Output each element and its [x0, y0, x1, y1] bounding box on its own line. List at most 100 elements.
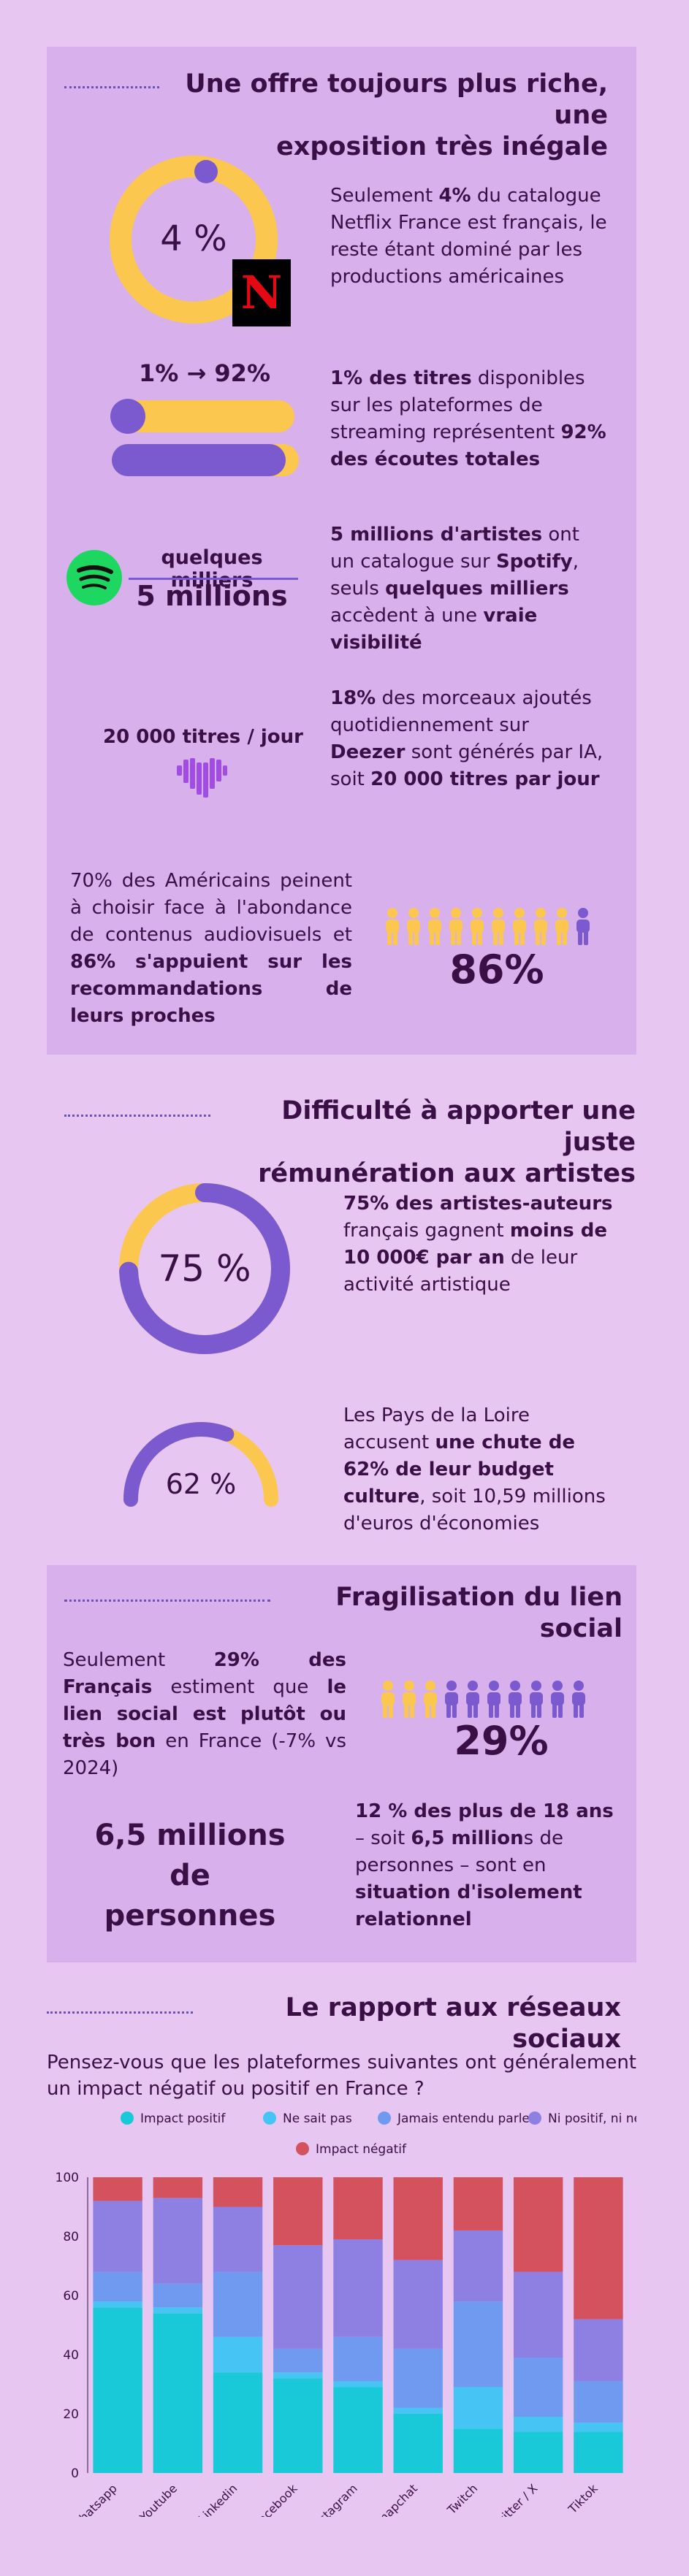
titles-stat-text: 1% des titres disponibles sur les platef… — [330, 367, 606, 470]
titles-bar-small-fill — [110, 399, 145, 434]
legend-swatch — [263, 2111, 276, 2125]
y-tick-label: 100 — [56, 2171, 79, 2185]
bar-segment — [513, 2431, 563, 2473]
budget-gauge-fill — [123, 1422, 235, 1507]
netflix-donut-value: 4 % — [160, 218, 227, 259]
section-social-title-dots — [64, 1600, 270, 1602]
bar-segment — [153, 2307, 203, 2314]
bar-segment — [93, 2201, 142, 2272]
titles-share-label: 1% → 92% — [138, 359, 270, 387]
bar-segment — [453, 2177, 503, 2231]
person-icon — [555, 908, 568, 945]
netflix-donut-marker — [194, 160, 218, 183]
person-icon — [487, 1681, 500, 1718]
bar-segment — [453, 2387, 503, 2429]
artists-donut-value: 75 % — [158, 1247, 251, 1290]
section-remuneration-title-dots — [64, 1115, 210, 1117]
x-tick-label: Linkedin — [196, 2481, 240, 2517]
x-tick-label: Facebook — [251, 2481, 300, 2517]
bar-segment — [213, 2206, 263, 2272]
legend-item: Impact positif — [121, 2111, 226, 2126]
deezer-heart-icon — [177, 758, 227, 798]
bar-segment — [213, 2271, 263, 2337]
spotify-stat-text: 5 millions d'artistes ont un catalogue s… — [330, 524, 579, 654]
bar-segment — [273, 2177, 323, 2246]
person-icon — [449, 908, 462, 945]
netflix-logo: N — [232, 259, 291, 326]
titles-share-bars — [110, 399, 299, 476]
x-tick-label: Whatsapp — [69, 2481, 120, 2517]
section-social-panel — [47, 1565, 636, 1962]
person-icon — [492, 908, 505, 945]
artists-stat-text: 75% des artistes-auteurs français gagnen… — [343, 1193, 613, 1296]
legend-swatch — [528, 2111, 541, 2125]
bar-segment — [453, 2428, 503, 2473]
bar-segment — [213, 2336, 263, 2373]
social-stat-value: 29% — [454, 1718, 549, 1764]
budget-stat-text: Les Pays de la Loire accusent une chute … — [343, 1404, 606, 1534]
bar-segment — [153, 2198, 203, 2284]
legend-item: Ne sait pas — [263, 2111, 352, 2126]
social-media-question: Pensez-vous que les plateformes suivante… — [47, 2052, 636, 2100]
bar-segment — [333, 2336, 383, 2382]
chart-legend: Impact positif Ne sait pas Jamais entendu … — [121, 2111, 636, 2157]
section-offer-panel — [47, 47, 636, 1055]
bar-segment — [153, 2177, 203, 2198]
deezer-stat-label: 20 000 titres / jour — [103, 726, 303, 748]
spotify-stat-top: quelques milliers — [161, 546, 263, 592]
person-icon — [445, 1681, 458, 1718]
bar-segment — [273, 2372, 323, 2379]
artists-donut-chart: 75 % — [119, 1183, 290, 1354]
person-icon — [576, 908, 590, 945]
person-icon — [530, 1681, 543, 1718]
social-stat-text: Seulement 29% des Français estiment que … — [63, 1649, 346, 1779]
budget-gauge-value: 62 % — [166, 1468, 237, 1500]
legend-label: Ne sait pas — [283, 2111, 352, 2126]
social-people-icons — [381, 1681, 585, 1718]
person-icon — [428, 908, 441, 945]
legend-item: Impact négatif — [296, 2142, 407, 2157]
bar-segment — [333, 2387, 383, 2473]
netflix-stat-text: Seulement 4% du catalogue Netflix France… — [330, 185, 607, 288]
person-icon — [572, 1681, 585, 1718]
person-icon — [551, 1681, 564, 1718]
bar-segment — [153, 2283, 203, 2308]
person-icon — [513, 908, 526, 945]
bar-segment — [574, 2319, 623, 2382]
person-icon — [403, 1681, 416, 1718]
bar-segment — [153, 2313, 203, 2473]
bar-segment — [513, 2417, 563, 2432]
legend-swatch — [121, 2111, 134, 2125]
budget-gauge-chart: 62 % — [123, 1422, 278, 1507]
person-icon — [381, 1681, 395, 1718]
isolation-stat-text: 12 % des plus de 18 ans – soit 6,5 milli… — [355, 1800, 614, 1930]
person-icon — [407, 908, 420, 945]
legend-swatch — [296, 2142, 309, 2155]
bar-segment — [393, 2177, 443, 2260]
bar-segment — [213, 2372, 263, 2473]
x-tick-label: Youtube — [137, 2481, 180, 2517]
legend-label: Ni positif, ni négatif — [548, 2111, 636, 2126]
netflix-donut-chart: 4 % — [110, 156, 278, 324]
isolation-stat-value: 6,5 millions de personnes — [94, 1819, 286, 1933]
stacked-bar-chart: 0 20 40 60 80 100 Whatsapp Youtube Linkedin Faceb… — [56, 2171, 623, 2517]
bar-segment — [93, 2177, 142, 2201]
bar-segment — [93, 2301, 142, 2308]
bar-segment — [574, 2431, 623, 2473]
bar-segment — [393, 2414, 443, 2473]
bar-segment — [574, 2381, 623, 2423]
bar-segment — [333, 2177, 383, 2240]
bar-segment — [273, 2378, 323, 2473]
y-tick-label: 80 — [63, 2230, 79, 2244]
y-tick-label: 60 — [63, 2289, 79, 2304]
section-social-title: Fragilisation du lien social — [335, 1583, 623, 1643]
person-icon — [509, 1681, 522, 1718]
titles-bar-small-track — [112, 400, 294, 432]
legend-item: Jamais entendu parler — [378, 2111, 535, 2126]
section-social-media-title-dots — [47, 2011, 193, 2014]
legend-label: Impact négatif — [316, 2142, 407, 2157]
person-icon — [466, 1681, 479, 1718]
bar-segment — [333, 2381, 383, 2388]
bar-segment — [513, 2271, 563, 2358]
bar-segment — [453, 2230, 503, 2302]
